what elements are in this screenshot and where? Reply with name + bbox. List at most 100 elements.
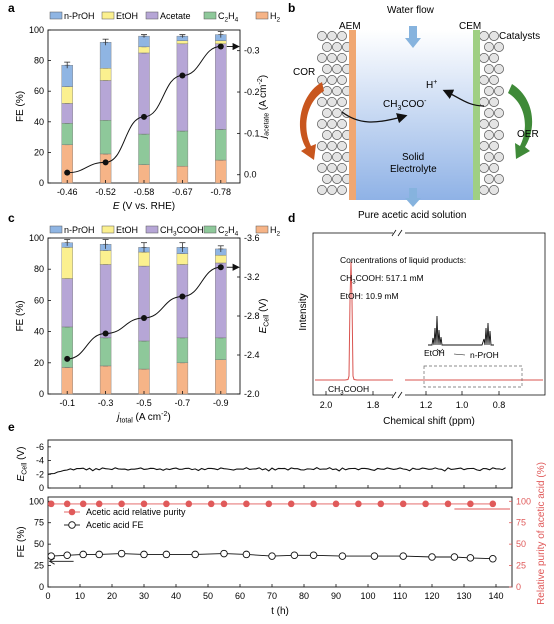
nmr-zoom-box: [423, 365, 523, 388]
catalyst-particle: [317, 119, 327, 129]
bar-segment-acetate: [215, 43, 227, 130]
catalyst-particle: [332, 130, 342, 140]
catalyst-particle: [484, 86, 494, 96]
aem-membrane: [349, 30, 356, 200]
legend-label-etoh: EtOH: [116, 11, 138, 21]
e-x-tick-label: 50: [203, 591, 213, 601]
y2-tick-label: -0.1: [244, 128, 260, 138]
legend-swatch-c2h4: [203, 225, 217, 234]
chart-a: n-PrOH EtOH Acetate C2H4 H2 0 20 40 60 80 100 0.0 -0…: [15, 11, 281, 212]
catalyst-particle: [322, 64, 332, 74]
nmr-x-tick-label: 1.0: [456, 400, 469, 410]
e-x-tick-label: 120: [424, 591, 439, 601]
catalyst-particle: [479, 53, 489, 63]
catalyst-particle: [489, 75, 499, 85]
bar-segment-c2h4: [138, 340, 150, 370]
e-x-tick-label: 0: [45, 591, 50, 601]
purity-point: [243, 500, 250, 508]
bottom-y-tick-label: 75: [34, 518, 44, 528]
catalyst-particle: [337, 119, 347, 129]
legend-label-etoh: EtOH: [116, 225, 138, 235]
y2-tick-label: -3.2: [244, 272, 260, 282]
line-point: [141, 314, 147, 321]
y-tick-label: 0: [39, 389, 44, 399]
bar-segment-h2: [99, 153, 112, 184]
bar-segment-acetate: [176, 264, 189, 339]
fe-point: [428, 553, 436, 561]
catalysts-label: Catalysts: [499, 31, 540, 42]
catalyst-particle: [494, 64, 504, 74]
top-y-tick-label: 0: [39, 483, 44, 493]
y2-tick-label: -2.8: [244, 311, 260, 321]
y-tick-label: 80: [34, 264, 44, 274]
catalyst-particle: [484, 108, 494, 118]
catalyst-particle: [479, 185, 489, 195]
fe-point: [191, 550, 199, 559]
fe-point: [450, 553, 459, 561]
legend-swatch-h2: [255, 11, 269, 20]
y-tick-label: 20: [34, 147, 44, 157]
catalyst-particle: [327, 31, 337, 41]
e-x-axis-label: t (h): [271, 606, 289, 617]
catalyst-particle: [332, 42, 342, 52]
catalyst-particle: [317, 53, 327, 63]
e-x-tick-label: 30: [139, 591, 149, 601]
catalyst-particle: [337, 97, 347, 107]
e-x-tick-label: 20: [107, 591, 117, 601]
bar-segment-c2h4: [99, 337, 112, 367]
catalyst-particles-right: [479, 31, 504, 195]
y-tick-label: 60: [34, 295, 44, 305]
line-point: [179, 293, 186, 300]
fe-point: [489, 554, 497, 563]
purity-point: [220, 500, 228, 508]
purity-point: [79, 500, 87, 508]
nmr-x-tick-label: 0.8: [493, 400, 506, 410]
top-y-tick-label: -2: [36, 469, 44, 479]
y2-tick-label: -0.3: [244, 46, 260, 56]
catalyst-particle: [489, 185, 499, 195]
legend-label-h2: H2: [270, 11, 281, 24]
nmr-peak-label: CH3COOH: [328, 384, 369, 397]
catalyst-particle: [317, 97, 327, 107]
top-y-axis-label: ECell (V): [16, 447, 29, 482]
purity-point: [332, 500, 340, 508]
x-tick-label: -0.9: [213, 398, 229, 408]
y-axis-label: FE (%): [15, 300, 26, 331]
acetate-path-arrow: [341, 111, 408, 124]
y-tick-label: 40: [34, 327, 44, 337]
bar-segment-etoh: [61, 86, 73, 104]
catalyst-particle: [332, 86, 342, 96]
top-plot-frame: [47, 439, 513, 489]
catalyst-particle: [322, 152, 332, 162]
bar-segment-npropoh: [61, 64, 73, 87]
fe-point: [220, 549, 228, 558]
purity-point: [489, 500, 497, 508]
catalyst-particle: [494, 174, 504, 184]
bar-segment-acetate: [61, 103, 73, 124]
legend-swatch-etoh: [101, 225, 115, 234]
bar-segment-npropoh: [138, 35, 150, 48]
e-x-tick-label: 70: [267, 591, 277, 601]
x-tick-label: -0.67: [172, 187, 193, 197]
oer-label: OER: [517, 129, 539, 140]
nmr-x-tick-label: 1.8: [367, 400, 380, 410]
bar-segment-etoh: [138, 251, 150, 267]
catalyst-particle: [489, 53, 499, 63]
catalyst-particle: [484, 42, 494, 52]
purity-point: [47, 500, 55, 508]
legend-fe-label: Acetic acid FE: [86, 520, 144, 530]
catalyst-particle: [337, 163, 347, 173]
catalyst-particle: [332, 64, 342, 74]
panel-label-b: b: [288, 1, 295, 15]
legend-swatch-etoh: [101, 11, 115, 20]
catalyst-particle: [332, 152, 342, 162]
nmr-x-label: Chemical shift (ppm): [383, 416, 475, 427]
y-tick-label: 100: [29, 233, 44, 243]
proton-path-arrow: [442, 89, 485, 107]
nmr-annotation-etoh: EtOH: 10.9 mM: [340, 291, 399, 301]
x-tick-label: -0.7: [175, 398, 191, 408]
legend-label-acetate: CH3COOH: [160, 225, 204, 238]
electrolyte-label: Electrolyte: [390, 164, 437, 175]
catalyst-particle: [317, 163, 327, 173]
